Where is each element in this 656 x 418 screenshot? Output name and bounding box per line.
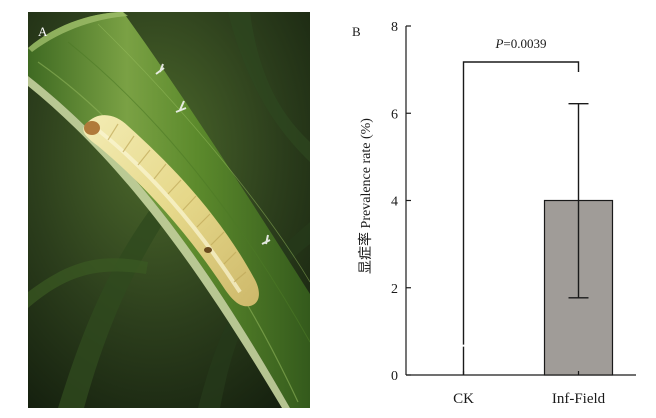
x-tick-label: Inf-Field: [552, 391, 606, 407]
significance-bracket: [462, 61, 580, 345]
bracket-line: [462, 61, 580, 345]
p-value-annotation: P=0.0039: [494, 36, 546, 51]
larva: [83, 115, 259, 307]
y-tick-label: 0: [391, 369, 398, 384]
y-tick-label: 4: [391, 195, 398, 210]
y-tick-label: 2: [391, 282, 398, 297]
prevalence-bar-chart: B 显症率 Prevalence rate (%) 0 2 4 6 8 CK Inf-Fi…: [352, 20, 636, 407]
y-tick-label: 8: [391, 20, 398, 35]
y-axis-label: 显症率 Prevalence rate (%): [357, 118, 374, 274]
p-symbol: P: [494, 36, 503, 51]
y-tick-label: 6: [391, 107, 398, 122]
y-ticks: 0 2 4 6 8: [391, 20, 411, 384]
panel-label-b: B: [352, 24, 361, 39]
x-tick-labels: CK Inf-Field: [453, 371, 606, 407]
larva-photo: A: [28, 12, 310, 408]
panel-label-a: A: [38, 24, 48, 39]
error-bars: [462, 102, 589, 375]
p-value-number: =0.0039: [503, 36, 546, 51]
x-tick-label: CK: [453, 391, 474, 407]
